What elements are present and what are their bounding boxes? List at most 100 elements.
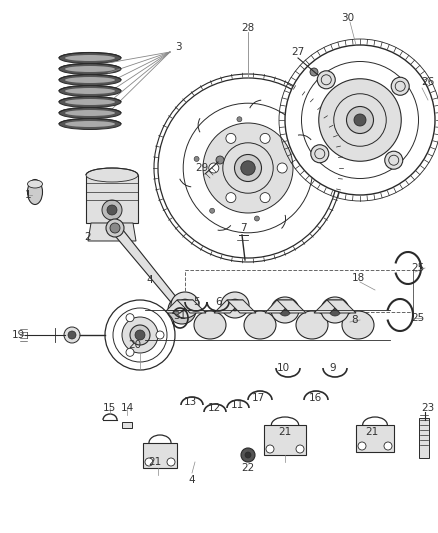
Circle shape <box>194 157 199 161</box>
Polygon shape <box>327 300 356 313</box>
Ellipse shape <box>59 108 121 118</box>
Circle shape <box>174 302 190 318</box>
Ellipse shape <box>28 180 42 188</box>
Circle shape <box>317 71 335 89</box>
Circle shape <box>354 114 366 126</box>
Circle shape <box>277 163 287 173</box>
Circle shape <box>329 304 341 316</box>
Ellipse shape <box>194 311 226 339</box>
Circle shape <box>135 330 145 340</box>
Text: 18: 18 <box>351 273 364 283</box>
Circle shape <box>107 205 117 215</box>
Text: 15: 15 <box>102 403 116 413</box>
Circle shape <box>384 442 392 450</box>
Circle shape <box>260 133 270 143</box>
Text: 13: 13 <box>184 397 197 407</box>
Circle shape <box>311 145 329 163</box>
Circle shape <box>126 314 134 322</box>
Text: 14: 14 <box>120 403 134 413</box>
Circle shape <box>102 200 122 220</box>
Circle shape <box>358 442 366 450</box>
Circle shape <box>122 317 158 353</box>
Bar <box>122 422 132 428</box>
Ellipse shape <box>244 311 276 339</box>
Ellipse shape <box>65 77 115 83</box>
Circle shape <box>105 300 175 370</box>
Circle shape <box>237 117 242 122</box>
Circle shape <box>254 216 259 221</box>
Ellipse shape <box>342 311 374 339</box>
Text: 28: 28 <box>241 23 254 33</box>
Text: 3: 3 <box>175 42 181 52</box>
Circle shape <box>156 331 164 339</box>
Polygon shape <box>86 175 138 223</box>
Polygon shape <box>177 300 206 313</box>
Ellipse shape <box>65 121 115 127</box>
Ellipse shape <box>171 292 199 318</box>
Polygon shape <box>214 300 243 313</box>
Circle shape <box>216 156 224 164</box>
Circle shape <box>226 192 236 203</box>
Circle shape <box>296 445 304 453</box>
Text: 26: 26 <box>421 77 434 87</box>
Circle shape <box>234 155 261 182</box>
Circle shape <box>179 299 191 311</box>
Ellipse shape <box>59 63 121 75</box>
Circle shape <box>130 325 150 345</box>
Text: 2: 2 <box>85 232 91 242</box>
Ellipse shape <box>65 110 115 116</box>
Ellipse shape <box>59 118 121 130</box>
Circle shape <box>106 219 124 237</box>
Ellipse shape <box>321 297 349 323</box>
Ellipse shape <box>65 88 115 94</box>
Circle shape <box>209 163 219 173</box>
Text: 6: 6 <box>215 297 223 307</box>
Text: 12: 12 <box>207 403 221 413</box>
Polygon shape <box>277 300 306 313</box>
Ellipse shape <box>59 85 121 96</box>
Polygon shape <box>356 425 394 452</box>
Text: 21: 21 <box>148 457 162 467</box>
Circle shape <box>285 45 435 195</box>
Text: 23: 23 <box>421 403 434 413</box>
Text: 4: 4 <box>189 475 195 485</box>
Circle shape <box>167 458 175 466</box>
Text: 21: 21 <box>365 427 378 437</box>
Ellipse shape <box>65 66 115 72</box>
Circle shape <box>241 161 255 175</box>
Circle shape <box>203 123 293 213</box>
Bar <box>419 418 429 458</box>
Ellipse shape <box>59 75 121 85</box>
Circle shape <box>210 208 215 213</box>
Ellipse shape <box>296 311 328 339</box>
Circle shape <box>319 79 401 161</box>
Circle shape <box>126 349 134 357</box>
Circle shape <box>110 223 120 233</box>
Text: 30: 30 <box>342 13 355 23</box>
Circle shape <box>266 445 274 453</box>
Polygon shape <box>264 425 306 455</box>
Polygon shape <box>227 300 256 313</box>
Circle shape <box>64 327 80 343</box>
Ellipse shape <box>271 297 299 323</box>
Circle shape <box>241 448 255 462</box>
Text: 16: 16 <box>308 393 321 403</box>
Text: 7: 7 <box>240 223 246 233</box>
Circle shape <box>279 304 291 316</box>
Text: 17: 17 <box>251 393 265 403</box>
Circle shape <box>292 139 297 143</box>
Text: 20: 20 <box>128 340 141 350</box>
Circle shape <box>391 77 409 95</box>
Text: 1: 1 <box>25 190 31 200</box>
Circle shape <box>260 192 270 203</box>
Polygon shape <box>88 223 136 241</box>
Ellipse shape <box>86 168 138 182</box>
Circle shape <box>226 133 236 143</box>
Text: 25: 25 <box>411 263 424 273</box>
Ellipse shape <box>65 55 115 61</box>
Text: 29: 29 <box>195 163 208 173</box>
Circle shape <box>385 151 403 169</box>
Text: 27: 27 <box>291 47 304 57</box>
Ellipse shape <box>221 292 249 318</box>
Ellipse shape <box>142 311 174 339</box>
